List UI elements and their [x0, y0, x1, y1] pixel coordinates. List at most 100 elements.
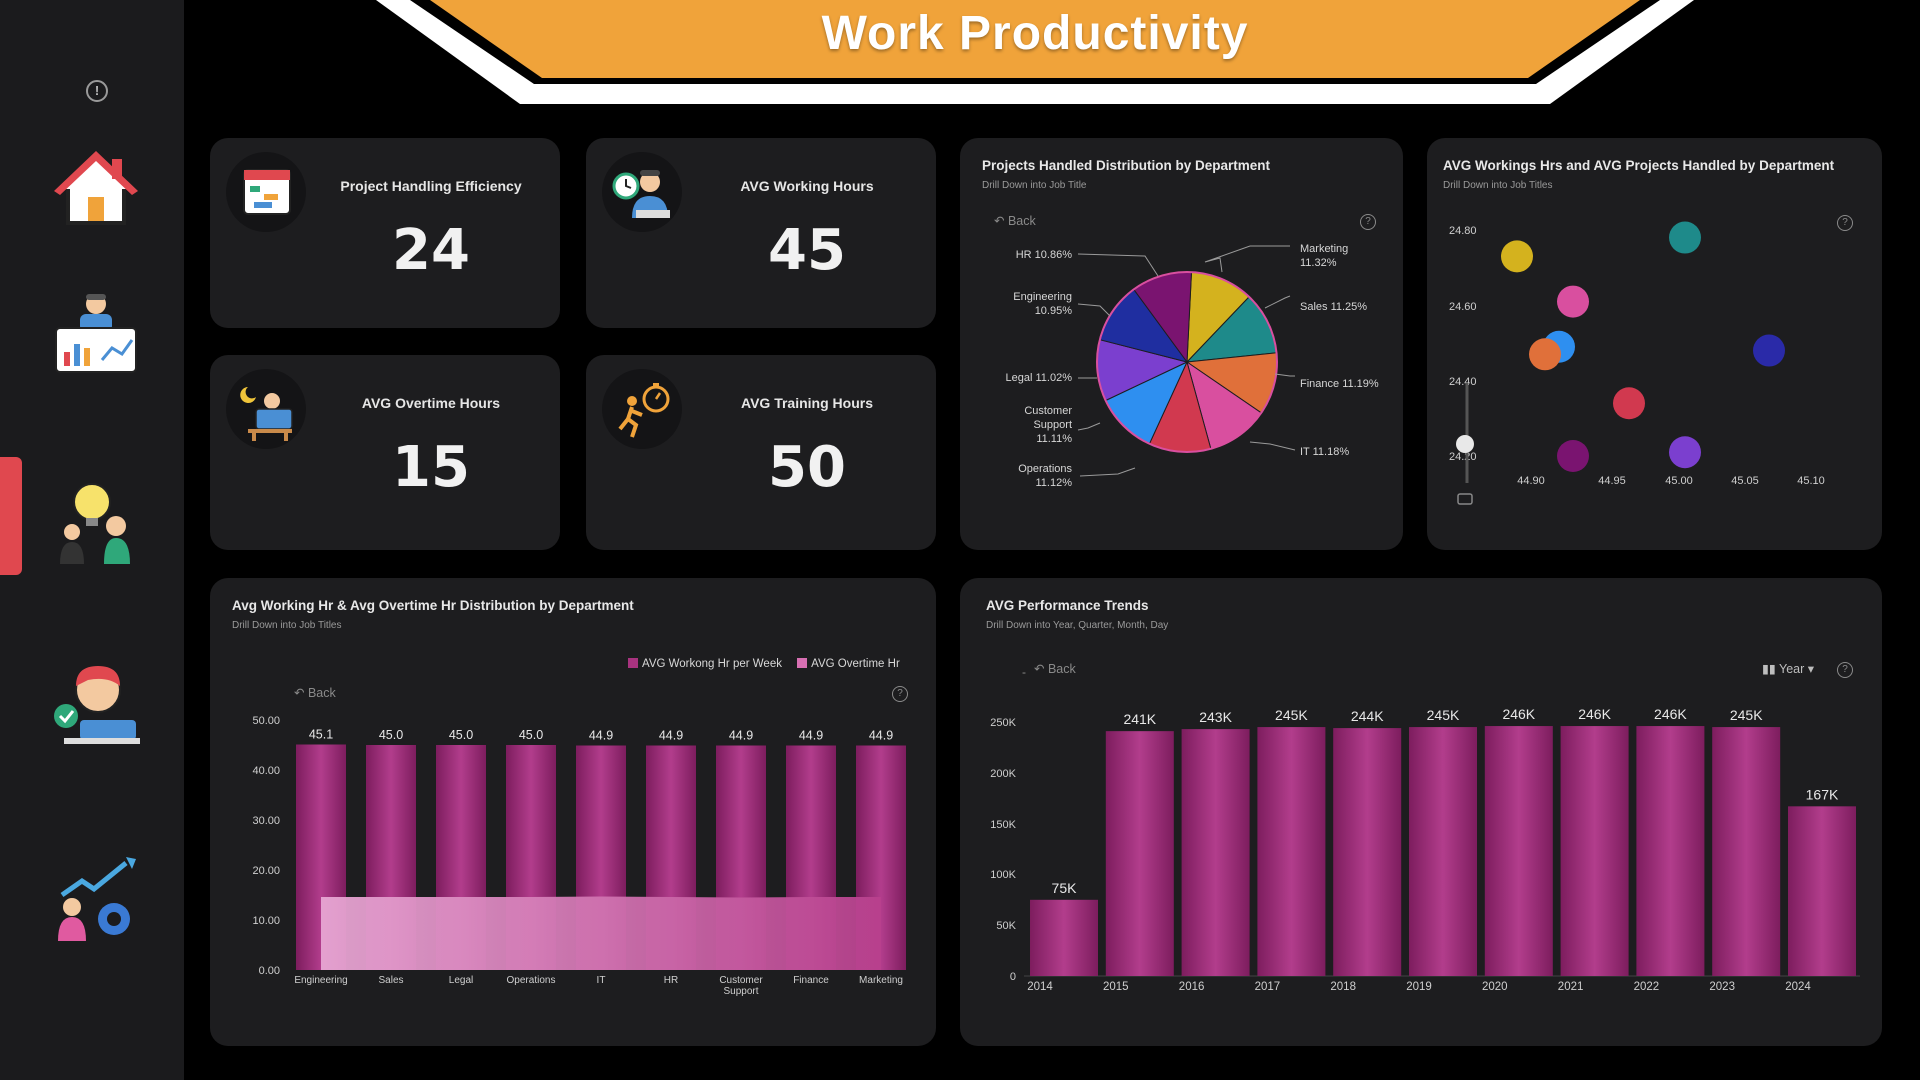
leader-line — [1249, 441, 1296, 451]
y-tick-label: 150K — [990, 819, 1016, 831]
x-tick-label: Customer — [719, 975, 763, 986]
x-tick-label: 44.90 — [1517, 475, 1545, 487]
overtime-area[interactable] — [321, 896, 881, 971]
leader-line — [1077, 422, 1101, 431]
kpi-value: 15 — [392, 435, 470, 500]
home-icon[interactable] — [52, 145, 140, 233]
chart-title: AVG Workings Hrs and AVG Projects Handle… — [1443, 158, 1835, 173]
trend-bar[interactable] — [1484, 726, 1553, 976]
pie-label: Engineering — [1013, 291, 1072, 303]
back-button[interactable]: ↶ Back — [994, 213, 1036, 228]
trends-chart-card[interactable]: AVG Performance Trends Drill Down into Y… — [960, 578, 1882, 1046]
pie-label: 10.95% — [1035, 305, 1073, 317]
x-tick-label: 2019 — [1406, 981, 1432, 993]
leader-line — [1077, 253, 1159, 277]
year-dropdown[interactable]: ▮▮ Year ▾ — [1762, 661, 1814, 676]
x-tick-label: 44.95 — [1598, 475, 1626, 487]
trend-bar[interactable] — [1030, 899, 1098, 976]
y-tick-label: 0.00 — [259, 965, 280, 977]
banner-shape — [376, 0, 1694, 104]
x-tick-label: 2017 — [1255, 981, 1281, 993]
back-button[interactable]: ↶ Back — [1034, 661, 1076, 676]
scatter-point[interactable] — [1529, 338, 1561, 371]
x-tick-label: 2018 — [1330, 981, 1356, 993]
bar-data-label: 44.9 — [869, 729, 893, 743]
help-icon[interactable]: ? — [892, 686, 908, 702]
x-tick-label: Marketing — [859, 975, 903, 986]
kpi-card-overtime-hours[interactable]: AVG Overtime Hours 15 — [210, 355, 560, 550]
help-icon[interactable]: ? — [1837, 662, 1853, 678]
scatter-point[interactable] — [1753, 334, 1785, 367]
hours-bar-chart[interactable]: 50.00 40.00 30.00 20.00 10.00 0.00 45.1 E… — [210, 578, 936, 1046]
chart-title: Projects Handled Distribution by Departm… — [982, 158, 1271, 173]
kpi-card-training-hours[interactable]: AVG Training Hours 50 — [586, 355, 936, 550]
x-tick-label: IT — [597, 975, 606, 986]
trends-bar-chart[interactable]: 250K 200K 150K 100K 50K 0 75K 2014 241K 201… — [960, 578, 1882, 1046]
bar-data-label: 44.9 — [799, 729, 823, 743]
trend-bar[interactable] — [1105, 731, 1174, 976]
bar-data-label: 45.1 — [309, 728, 333, 742]
leader-line — [1264, 295, 1291, 309]
kpi-card-working-hours[interactable]: AVG Working Hours 45 — [586, 138, 936, 328]
chart-title: Avg Working Hr & Avg Overtime Hr Distrib… — [232, 598, 634, 613]
pie-chart-card[interactable]: Projects Handled Distribution by Departm… — [960, 138, 1403, 550]
leader-line — [1079, 467, 1136, 477]
employee-laptop-icon[interactable] — [52, 660, 140, 748]
trend-bar[interactable] — [1257, 727, 1326, 976]
idea-team-icon[interactable] — [52, 480, 140, 568]
help-icon[interactable]: ? — [1837, 215, 1853, 231]
scatter-point[interactable] — [1669, 436, 1701, 469]
trend-bar[interactable] — [1333, 728, 1402, 976]
y-tick-label: 24.20 — [1449, 451, 1477, 463]
scatter-point[interactable] — [1557, 440, 1589, 472]
scatter-point[interactable] — [1501, 240, 1533, 273]
pie-label: HR 10.86% — [1016, 249, 1072, 261]
back-arrow-icon: ↶ — [1034, 662, 1048, 676]
info-icon[interactable]: ! — [86, 80, 108, 102]
scatter-point[interactable] — [1613, 387, 1645, 420]
pie-label: Sales 11.25% — [1300, 301, 1367, 313]
x-tick-label: Engineering — [294, 975, 347, 986]
y-tick-label: 50K — [996, 920, 1016, 932]
pie-label: IT 11.18% — [1300, 446, 1349, 458]
chevron-down-icon: ▾ — [1804, 662, 1815, 676]
analyst-dashboard-icon[interactable] — [52, 290, 140, 378]
bar-data-label: 167K — [1806, 786, 1839, 802]
leader-line — [1274, 373, 1295, 377]
trend-bar[interactable] — [1788, 806, 1856, 976]
collapse-dash[interactable]: - — [1022, 665, 1026, 679]
hours-chart-card[interactable]: Avg Working Hr & Avg Overtime Hr Distrib… — [210, 578, 936, 1046]
kpi-card-project-efficiency[interactable]: Project Handling Efficiency 24 — [210, 138, 560, 328]
trend-bar[interactable] — [1409, 727, 1477, 976]
pie-label: Finance 11.19% — [1300, 378, 1379, 390]
back-arrow-icon: ↶ — [994, 214, 1008, 228]
x-tick-label: HR — [664, 975, 678, 986]
help-icon[interactable]: ? — [1360, 214, 1376, 230]
back-button[interactable]: ↶ Back — [294, 685, 336, 700]
pie-chart[interactable]: Marketing 11.32% Sales 11.25% Finance 11… — [960, 138, 1403, 550]
reset-zoom-icon[interactable] — [1457, 493, 1473, 505]
scatter-chart[interactable]: 24.80 24.60 24.40 24.20 44.90 44.95 45.0… — [1427, 138, 1882, 550]
bar-chart-icon: ▮▮ — [1762, 662, 1780, 676]
bar-data-label: 45.0 — [379, 728, 403, 742]
page-title: Work Productivity — [821, 7, 1249, 60]
trend-bar[interactable] — [1636, 726, 1705, 976]
trend-bar[interactable] — [1560, 726, 1629, 976]
growth-gear-icon[interactable] — [52, 855, 140, 943]
scatter-point[interactable] — [1669, 221, 1701, 254]
zoom-slider-handle[interactable] — [1456, 435, 1474, 453]
scatter-point[interactable] — [1557, 285, 1589, 318]
trend-bar[interactable] — [1712, 727, 1781, 976]
pie-label: Operations — [1018, 463, 1072, 475]
kpi-icon-wrapper — [226, 152, 306, 232]
bar-data-label: 44.9 — [659, 729, 683, 743]
scatter-chart-card[interactable]: AVG Workings Hrs and AVG Projects Handle… — [1427, 138, 1882, 550]
trend-bar[interactable] — [1181, 729, 1250, 976]
x-tick-label: 2014 — [1027, 981, 1053, 993]
pie-label: Legal 11.02% — [1006, 372, 1073, 384]
pie-rim — [1096, 271, 1278, 453]
chart-subtitle: Drill Down into Job Title — [982, 180, 1087, 191]
x-tick-label: 2024 — [1785, 981, 1811, 993]
x-tick-label: Sales — [378, 975, 403, 986]
pie-label: 11.11% — [1036, 433, 1072, 445]
